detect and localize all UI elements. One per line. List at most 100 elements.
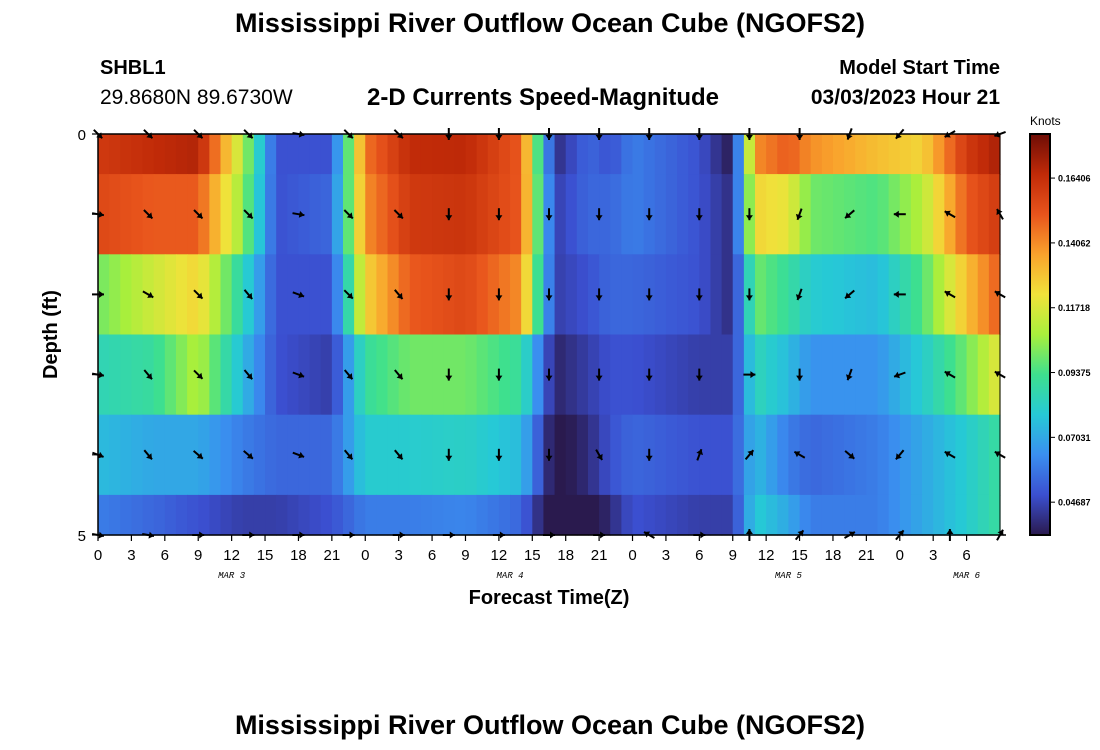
heatmap-cell [777, 134, 790, 175]
heatmap-cell [899, 334, 912, 416]
heatmap-cell [721, 494, 734, 536]
heatmap-cell [866, 414, 879, 496]
heatmap-cell [988, 254, 1001, 336]
heatmap-cell [409, 134, 422, 175]
heatmap-cell [677, 134, 689, 175]
heatmap-cell [554, 494, 567, 536]
heatmap-cell [855, 134, 867, 175]
heatmap-cell [866, 134, 879, 175]
heatmap-cell [175, 334, 188, 416]
x-tick-label: 15 [791, 547, 808, 564]
heatmap-cell [476, 334, 489, 416]
heatmap-cell [587, 334, 600, 416]
heatmap-cell [810, 334, 823, 416]
heatmap-cell [788, 174, 801, 255]
heatmap-cell [755, 414, 767, 496]
heatmap-cell [610, 254, 622, 336]
heatmap-cell [621, 134, 634, 175]
heatmap-cell [665, 414, 678, 496]
heatmap-cell [877, 254, 890, 336]
x-tick-label: 3 [394, 547, 402, 564]
current-vector-arrow [695, 208, 703, 221]
heatmap-cell [298, 414, 311, 496]
colorbar-title: Knots [1030, 114, 1061, 128]
current-vector-arrow [745, 208, 753, 221]
heatmap-cell [866, 334, 879, 416]
heatmap-cell [265, 134, 277, 175]
x-tick-label: 0 [628, 547, 636, 564]
heatmap-cell [955, 254, 968, 336]
heatmap-cell [988, 494, 1001, 536]
page-title: Mississippi River Outflow Ocean Cube (NG… [234, 8, 866, 38]
heatmap-cell [910, 414, 923, 496]
heatmap-cell [465, 254, 478, 336]
heatmap-cell [788, 414, 801, 496]
current-vector-arrow [844, 289, 855, 300]
heatmap-cell [599, 134, 611, 175]
heatmap-cell [131, 334, 144, 416]
heatmap-cell [688, 494, 700, 536]
heatmap-cell [365, 254, 377, 336]
heatmap-cell [454, 494, 467, 536]
station-coordinates: 29.8680N 89.6730W [100, 86, 293, 109]
heatmap-cell [443, 494, 455, 536]
heatmap-cell [788, 334, 801, 416]
heatmap-cell [432, 174, 444, 255]
heatmap-cell [755, 134, 767, 175]
heatmap-cell [432, 254, 444, 336]
heatmap-cell [387, 254, 400, 336]
heatmap-cell [109, 134, 121, 175]
heatmap-cell [487, 414, 500, 496]
heatmap-cell [799, 334, 812, 416]
heatmap-cell [331, 134, 344, 175]
heatmap-cell [365, 174, 377, 255]
current-vector-arrow [796, 368, 804, 381]
heatmap-cell [309, 494, 322, 536]
heatmap-cell [198, 254, 210, 336]
heatmap-cell [777, 414, 790, 496]
current-vector-arrow [893, 371, 906, 379]
heatmap-cell [599, 494, 611, 536]
x-tick-label: 0 [361, 547, 369, 564]
heatmap-cell [253, 134, 266, 175]
heatmap-cell [554, 174, 567, 255]
current-vector-arrow [696, 448, 703, 461]
heatmap-cell [621, 174, 634, 255]
current-vector-arrow [793, 450, 806, 459]
x-tick-label: 9 [461, 547, 469, 564]
heatmap-cell [276, 254, 288, 336]
heatmap-cell [632, 174, 645, 255]
current-vector-arrow [193, 369, 204, 380]
y-tick-label: 5 [78, 528, 86, 545]
heatmap-cell [175, 134, 188, 175]
heatmap-cell [755, 494, 767, 536]
heatmap-cell [832, 174, 845, 255]
heatmap-cell [487, 134, 500, 175]
heatmap-cell [164, 254, 177, 336]
heatmap-cell [465, 414, 478, 496]
x-tick-label: 3 [662, 547, 670, 564]
heatmap-cell [476, 174, 489, 255]
heatmap-cell [387, 134, 400, 175]
heatmap-cell [209, 494, 222, 536]
heatmap-cell [432, 134, 444, 175]
heatmap-cell [565, 174, 578, 255]
current-vector-arrow [944, 450, 956, 459]
heatmap-cell [743, 494, 756, 536]
heatmap-cell [955, 334, 968, 416]
heatmap-cell [732, 174, 745, 255]
heatmap-cell [643, 494, 656, 536]
heatmap-cell [721, 174, 734, 255]
heatmap-cell [487, 254, 500, 336]
heatmap-cell [153, 414, 166, 496]
heatmap-cell [387, 414, 400, 496]
heatmap-cell [510, 494, 522, 536]
heatmap-cell [565, 254, 578, 336]
heatmap-cell [476, 254, 489, 336]
heatmap-cell [198, 414, 210, 496]
heatmap-cell [209, 414, 222, 496]
current-vector-arrow [844, 209, 855, 219]
heatmap-cell [376, 134, 389, 175]
heatmap-cell [521, 134, 533, 175]
heatmap-cell [732, 494, 745, 536]
